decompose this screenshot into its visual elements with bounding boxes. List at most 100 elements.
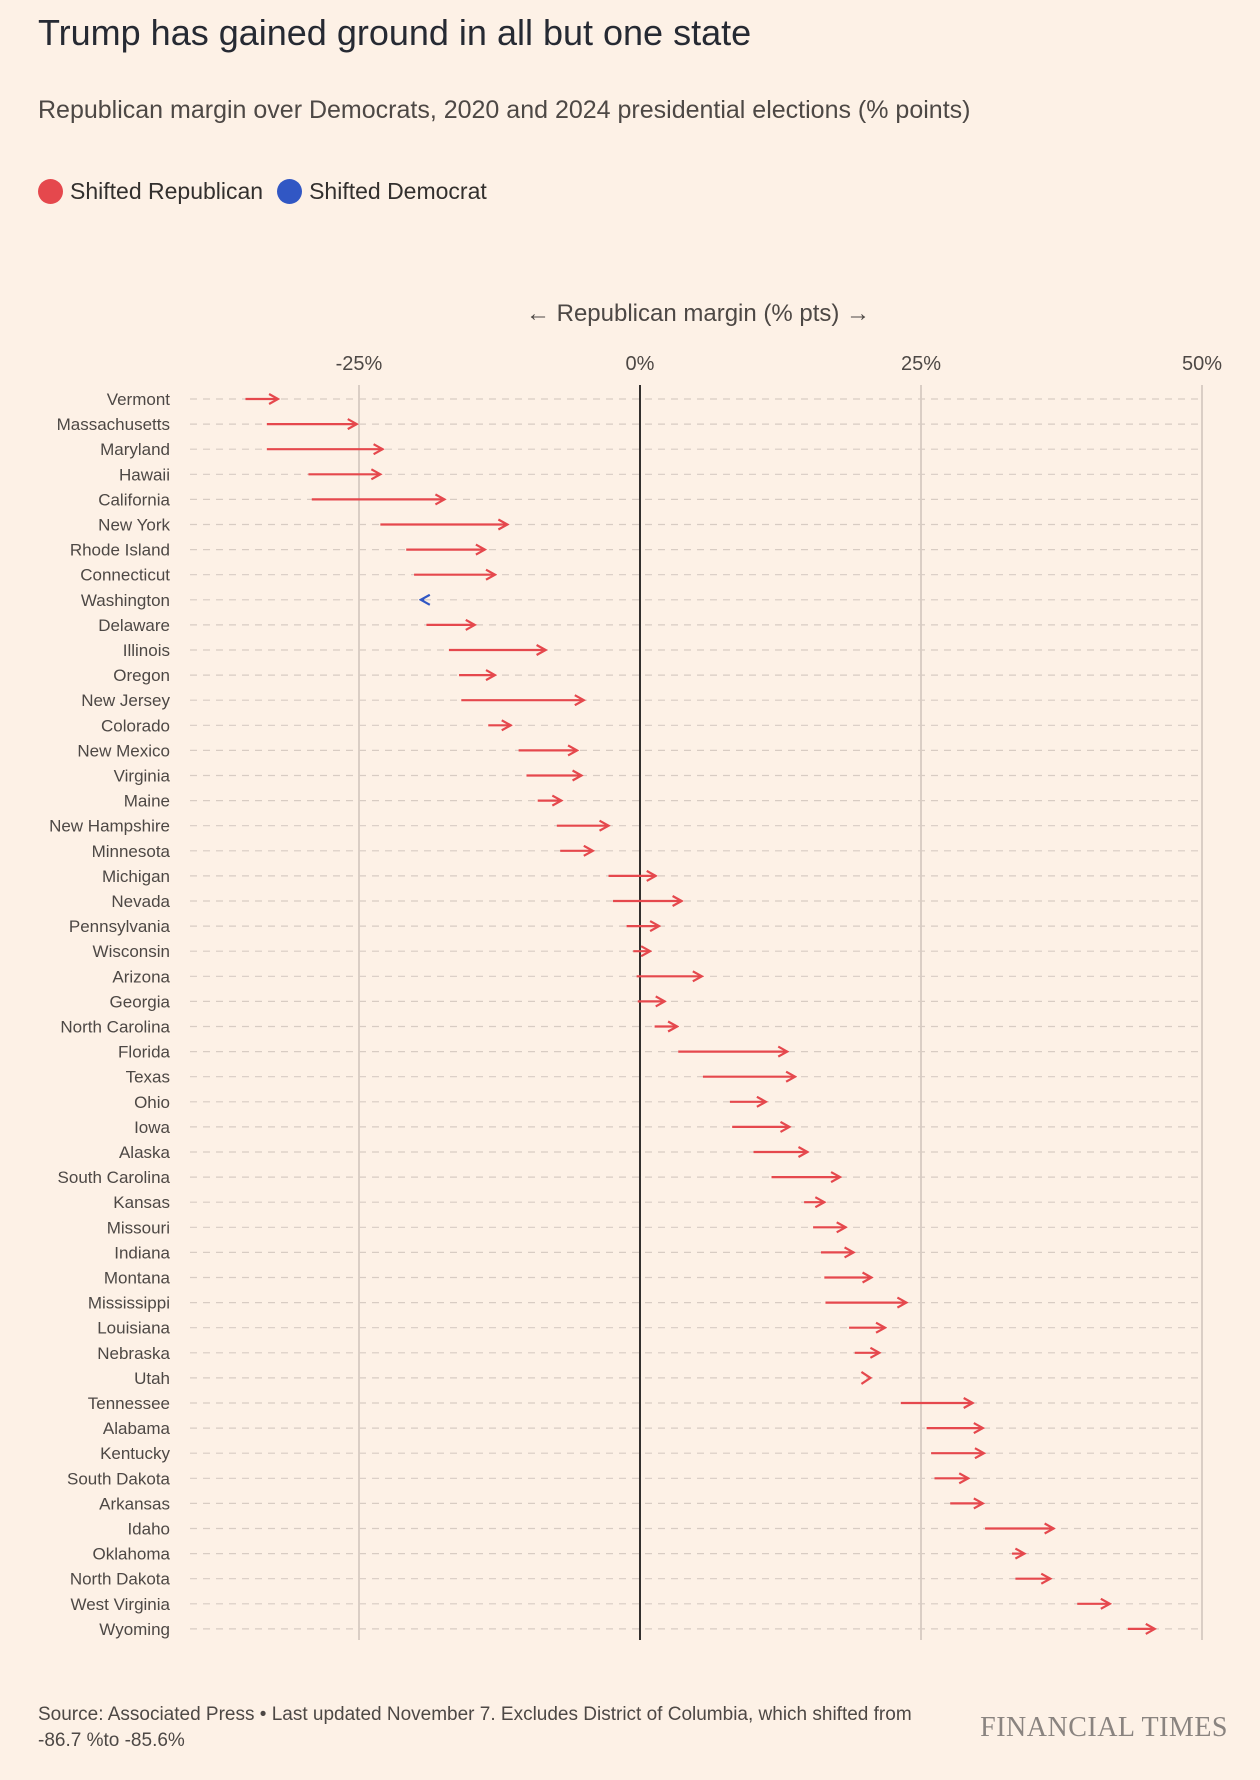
state-label: Nevada [111, 892, 170, 911]
state-label: New Jersey [81, 691, 170, 710]
state-label: Oklahoma [93, 1545, 171, 1564]
state-label: Utah [134, 1369, 170, 1388]
arrow-chart: ← Republican margin (% pts) → Vermont Mas… [49, 300, 1223, 1640]
state-rows: Vermont Massachusetts Maryland Hawaii Califo… [49, 390, 1200, 1639]
state-label: Michigan [102, 867, 170, 886]
tick-label: 0% [626, 353, 655, 375]
state-label: West Virginia [70, 1595, 170, 1614]
state-label: Arkansas [99, 1494, 170, 1513]
state-row: Oklahoma [93, 1545, 1200, 1564]
state-row: Mississippi [88, 1294, 1200, 1313]
state-row: Alaska [119, 1143, 1200, 1162]
state-label: Kentucky [100, 1444, 170, 1463]
state-label: New York [98, 516, 170, 535]
state-row: New Jersey [81, 691, 1200, 710]
state-label: New Mexico [77, 741, 170, 760]
state-row: Indiana [114, 1243, 1200, 1262]
state-label: Pennsylvania [69, 917, 171, 936]
state-label: Mississippi [88, 1294, 170, 1313]
state-row: Louisiana [97, 1319, 1200, 1338]
state-row: Wisconsin [93, 942, 1200, 961]
state-row: Virginia [114, 767, 1200, 786]
state-row: Michigan [102, 867, 1200, 886]
state-label: Ohio [134, 1093, 170, 1112]
state-label: Indiana [114, 1243, 170, 1262]
state-label: Massachusetts [57, 415, 170, 434]
state-row: Tennessee [88, 1394, 1200, 1413]
gridlines [358, 385, 1203, 1640]
state-row: Nevada [111, 892, 1200, 911]
legend-swatch-republican [38, 179, 63, 204]
tick-label: -25% [336, 353, 383, 375]
state-label: Oregon [113, 666, 170, 685]
state-label: Virginia [114, 767, 171, 786]
state-row: Wyoming [99, 1620, 1200, 1639]
state-row: Iowa [134, 1118, 1200, 1137]
state-row: Arizona [112, 967, 1200, 986]
chart-subtitle: Republican margin over Democrats, 2020 a… [38, 96, 971, 124]
legend-item-republican: Shifted Republican [38, 178, 263, 205]
state-label: Alaska [119, 1143, 171, 1162]
state-row: Maryland [100, 440, 1200, 459]
state-row: Montana [104, 1269, 1200, 1288]
brand-logo: FINANCIAL TIMES [980, 1712, 1228, 1743]
state-label: Idaho [127, 1520, 170, 1539]
state-row: Idaho [127, 1520, 1200, 1539]
state-label: Tennessee [88, 1394, 170, 1413]
x-ticks: -25% 0% 25% 50% [336, 353, 1223, 375]
source-note: Source: Associated Press • Last updated … [38, 1704, 912, 1751]
state-label: California [98, 490, 170, 509]
state-row: Rhode Island [70, 541, 1200, 560]
state-row: Delaware [98, 616, 1200, 635]
state-label: South Dakota [67, 1469, 171, 1488]
state-row: Arkansas [99, 1494, 1200, 1513]
state-row: Washington [81, 591, 1200, 610]
state-row: North Carolina [60, 1018, 1200, 1037]
state-label: Wyoming [99, 1620, 170, 1639]
legend: Shifted Republican Shifted Democrat [38, 178, 501, 205]
state-label: Missouri [107, 1218, 170, 1237]
state-row: Kentucky [100, 1444, 1200, 1463]
state-label: Iowa [134, 1118, 170, 1137]
tick-label: 50% [1182, 353, 1222, 375]
state-row: Nebraska [97, 1344, 1200, 1363]
state-row: South Carolina [58, 1168, 1200, 1187]
state-label: Nebraska [97, 1344, 170, 1363]
shift-arrow [860, 1370, 873, 1385]
tick-label: 25% [901, 353, 941, 375]
state-label: Florida [118, 1043, 171, 1062]
legend-item-democrat: Shifted Democrat [277, 178, 487, 205]
state-label: Louisiana [97, 1319, 170, 1338]
legend-label-republican: Shifted Republican [70, 178, 264, 204]
state-label: Wisconsin [93, 942, 170, 961]
state-row: Pennsylvania [69, 917, 1200, 936]
state-row: Massachusetts [57, 415, 1200, 434]
state-row: Utah [134, 1369, 1200, 1388]
state-label: Connecticut [80, 566, 170, 585]
state-label: North Carolina [60, 1018, 170, 1037]
state-label: South Carolina [58, 1168, 171, 1187]
state-row: South Dakota [67, 1469, 1200, 1488]
state-row: Minnesota [92, 842, 1200, 861]
state-row: Ohio [134, 1093, 1200, 1112]
state-row: Vermont [107, 390, 1200, 409]
state-row: Georgia [110, 992, 1200, 1011]
state-row: Hawaii [119, 465, 1200, 484]
chart-title: Trump has gained ground in all but one s… [38, 12, 752, 53]
state-row: Texas [126, 1068, 1200, 1087]
state-label: Maryland [100, 440, 170, 459]
state-row: California [98, 490, 1200, 509]
state-label: New Hampshire [49, 817, 170, 836]
state-label: Georgia [110, 992, 171, 1011]
state-label: Arizona [112, 967, 170, 986]
state-label: Delaware [98, 616, 170, 635]
state-row: Oregon [113, 666, 1200, 685]
state-row: Kansas [113, 1193, 1200, 1212]
state-row: West Virginia [70, 1595, 1200, 1614]
legend-label-democrat: Shifted Democrat [309, 178, 487, 204]
state-label: Washington [81, 591, 170, 610]
legend-swatch-democrat [277, 179, 303, 204]
state-row: Florida [118, 1043, 1200, 1062]
state-label: Hawaii [119, 465, 170, 484]
x-axis-title: ← Republican margin (% pts) → [526, 300, 870, 327]
